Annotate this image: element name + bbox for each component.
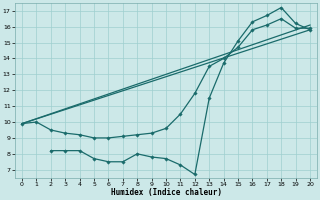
X-axis label: Humidex (Indice chaleur): Humidex (Indice chaleur) xyxy=(110,188,221,197)
